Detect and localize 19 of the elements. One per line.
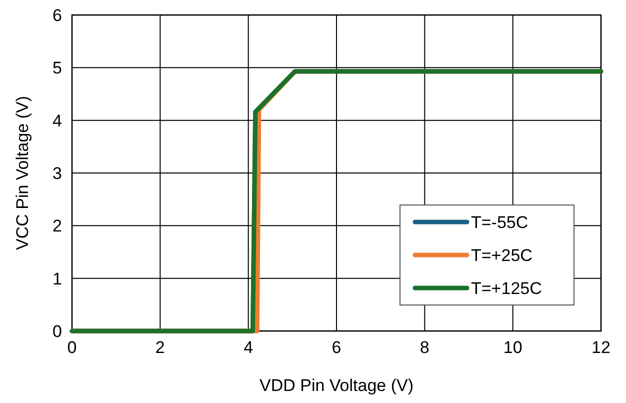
y-tick-label: 5 [52, 58, 62, 78]
legend-label: T=+125C [471, 279, 542, 298]
y-tick-label: 6 [52, 6, 62, 25]
x-tick-label: 8 [420, 338, 430, 357]
x-tick-label: 0 [67, 338, 77, 357]
x-tick-label: 6 [332, 338, 342, 357]
y-tick-label: 2 [52, 216, 62, 236]
x-tick-label: 2 [155, 338, 165, 357]
y-tick-label: 0 [52, 322, 62, 341]
legend-label: T=+25C [471, 246, 532, 265]
x-tick-label: 4 [244, 338, 254, 357]
y-axis-title: VCC Pin Voltage (V) [13, 96, 32, 250]
legend-label: T=-55C [471, 213, 528, 232]
y-tick-label: 4 [52, 111, 62, 130]
y-tick-label: 1 [52, 269, 62, 288]
x-tick-label: 10 [503, 338, 522, 357]
x-axis-title: VDD Pin Voltage (V) [259, 376, 414, 395]
x-tick-label: 12 [592, 338, 610, 357]
y-tick-label: 3 [52, 164, 62, 183]
